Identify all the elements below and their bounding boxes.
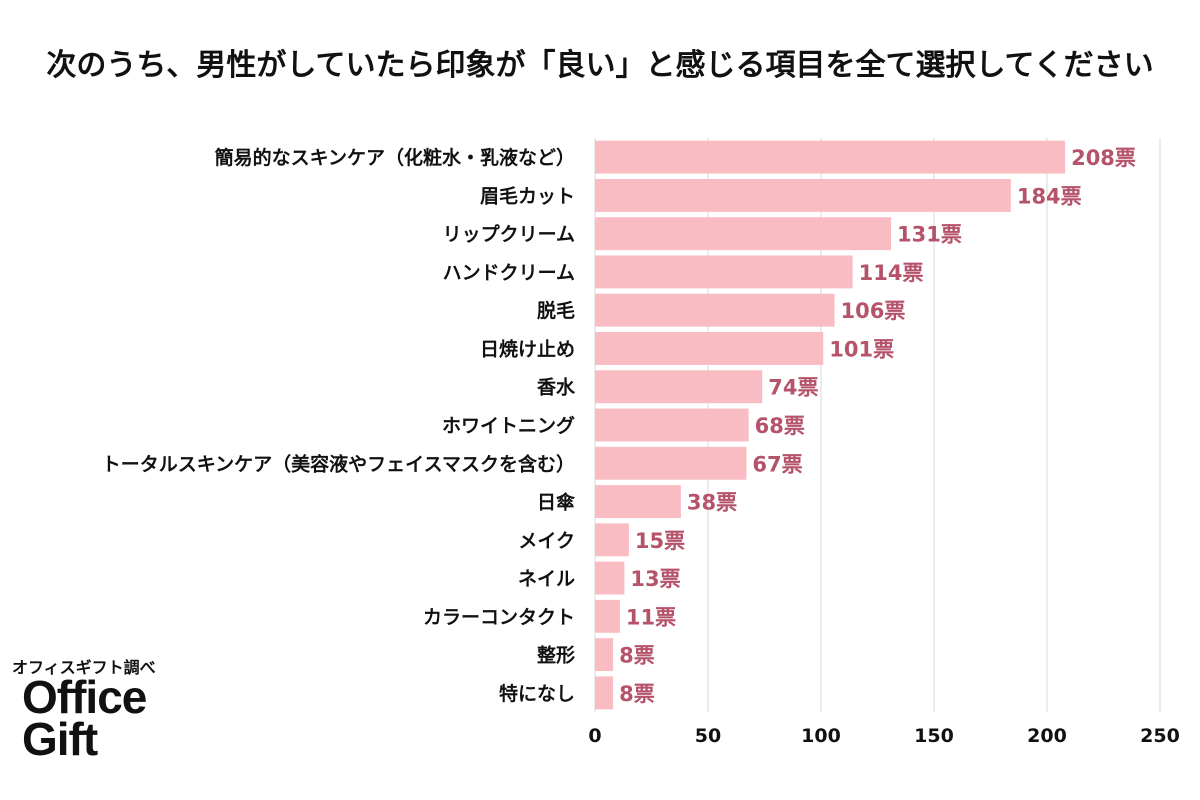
category-label: 脱毛 — [537, 299, 575, 322]
category-label: 特になし — [499, 683, 575, 705]
x-tick-label: 100 — [801, 725, 841, 747]
bar-10 — [595, 485, 681, 518]
value-label: 8票 — [619, 644, 655, 668]
category-label: トータルスキンケア（美容液やフェイスマスクを含む） — [102, 452, 575, 475]
bar-3 — [595, 217, 892, 251]
x-tick-label: 50 — [695, 725, 721, 747]
category-label: メイク — [518, 530, 575, 552]
bar-1 — [595, 140, 1066, 174]
value-label: 184票 — [1017, 184, 1082, 208]
value-label: 68票 — [755, 414, 805, 438]
x-tick-label: 250 — [1140, 725, 1180, 747]
bar-8 — [595, 408, 749, 442]
bar-7 — [595, 370, 763, 404]
bar-11 — [595, 523, 629, 557]
value-label: 8票 — [619, 682, 655, 706]
category-label: 簡易的なスキンケア（化粧水・乳液など） — [215, 146, 575, 169]
brand-logo-line1: Office — [22, 671, 147, 723]
category-label: 日傘 — [537, 491, 576, 514]
category-label: 整形 — [537, 644, 575, 667]
bar-2 — [595, 178, 1011, 212]
category-label: 眉毛カット — [480, 185, 575, 207]
bar-12 — [595, 561, 625, 595]
value-label: 131票 — [897, 223, 962, 247]
bar-14 — [595, 638, 614, 672]
bar-13 — [595, 599, 620, 633]
category-label: ハンドクリーム — [443, 262, 575, 284]
value-label: 13票 — [630, 567, 680, 591]
bar-6 — [595, 332, 824, 365]
value-label: 114票 — [859, 261, 924, 285]
chart-title: 次のうち、男性がしていたら印象が「良い」と感じる項目を全て選択してください — [46, 48, 1154, 83]
value-label: 208票 — [1071, 146, 1136, 170]
value-label: 38票 — [687, 491, 737, 515]
source-label: オフィスギフト調べ — [12, 658, 156, 677]
x-tick-label: 150 — [914, 725, 954, 747]
brand-logo: Office Gift — [22, 671, 147, 765]
bar-4 — [595, 255, 853, 289]
bars — [595, 140, 1066, 710]
value-label: 106票 — [841, 299, 906, 323]
brand-logo-line2: Gift — [22, 713, 98, 765]
category-label: 香水 — [536, 377, 576, 399]
category-label: ホワイトニング — [442, 414, 575, 437]
category-label: カラーコンタクト — [423, 606, 575, 628]
x-tick-label: 200 — [1027, 725, 1067, 747]
value-label: 15票 — [635, 529, 685, 553]
bar-5 — [595, 293, 835, 327]
value-label: 101票 — [829, 337, 894, 361]
value-label: 67票 — [752, 452, 802, 476]
labels: 0 50 100 150 200 250 簡易的なスキンケア（化粧水・乳液など） 208票眉毛… — [102, 146, 1180, 747]
category-label: 日焼け止め — [480, 337, 575, 360]
bar-15 — [595, 676, 614, 710]
value-label: 74票 — [768, 376, 818, 400]
x-tick-label: 0 — [588, 725, 601, 747]
value-label: 11票 — [626, 605, 676, 629]
category-label: ネイル — [518, 568, 575, 590]
bar-9 — [595, 446, 747, 480]
category-label: リップクリーム — [443, 223, 575, 246]
